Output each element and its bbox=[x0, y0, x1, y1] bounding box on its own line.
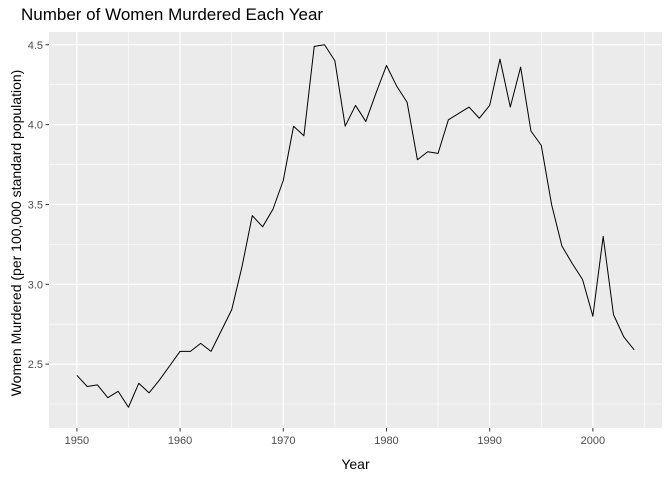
y-tick-label: 4.5 bbox=[28, 40, 43, 52]
data-point bbox=[633, 348, 636, 351]
data-point bbox=[199, 342, 202, 345]
data-point bbox=[406, 101, 409, 104]
x-tick-label: 1990 bbox=[477, 435, 501, 447]
x-tick-label: 2000 bbox=[581, 435, 605, 447]
data-point bbox=[488, 104, 491, 107]
data-point bbox=[271, 208, 274, 211]
data-point bbox=[292, 125, 295, 128]
data-point bbox=[385, 64, 388, 67]
data-point bbox=[457, 112, 460, 115]
data-point bbox=[251, 214, 254, 217]
data-point bbox=[127, 406, 130, 409]
x-tick-label: 1980 bbox=[374, 435, 398, 447]
y-tick-label: 3.5 bbox=[28, 199, 43, 211]
y-axis-label: Women Murdered (per 100,000 standard pop… bbox=[8, 70, 24, 397]
data-point bbox=[571, 262, 574, 265]
data-point bbox=[416, 158, 419, 161]
data-point bbox=[509, 106, 512, 109]
x-tick-label: 1960 bbox=[168, 435, 192, 447]
data-point bbox=[375, 91, 378, 94]
data-point bbox=[158, 379, 161, 382]
data-point bbox=[612, 313, 615, 316]
data-point bbox=[220, 329, 223, 332]
data-point bbox=[261, 225, 264, 228]
x-tick-label: 1970 bbox=[271, 435, 295, 447]
data-point bbox=[529, 130, 532, 133]
x-tick-label: 1950 bbox=[65, 435, 89, 447]
data-point bbox=[137, 382, 140, 385]
data-point bbox=[426, 150, 429, 153]
data-point bbox=[540, 144, 543, 147]
y-tick-label: 4.0 bbox=[28, 120, 43, 132]
data-point bbox=[333, 59, 336, 62]
data-point bbox=[168, 364, 171, 367]
data-point bbox=[468, 106, 471, 109]
data-point bbox=[117, 390, 120, 393]
data-point bbox=[560, 244, 563, 247]
data-point bbox=[179, 350, 182, 353]
data-point bbox=[282, 179, 285, 182]
x-axis-label: Year bbox=[49, 456, 662, 472]
data-point bbox=[210, 350, 213, 353]
data-point bbox=[602, 235, 605, 238]
data-point bbox=[313, 45, 316, 48]
data-point bbox=[75, 374, 78, 377]
data-point bbox=[106, 396, 109, 399]
plot-panel bbox=[49, 32, 662, 428]
data-point bbox=[302, 134, 305, 137]
data-point bbox=[230, 308, 233, 311]
data-point bbox=[354, 104, 357, 107]
y-tick-label: 2.5 bbox=[28, 359, 43, 371]
data-point bbox=[591, 315, 594, 318]
data-point bbox=[86, 385, 89, 388]
data-point bbox=[437, 152, 440, 155]
data-point bbox=[344, 125, 347, 128]
data-point bbox=[622, 335, 625, 338]
data-point bbox=[498, 58, 501, 61]
data-point bbox=[581, 278, 584, 281]
data-point bbox=[447, 118, 450, 121]
data-point bbox=[148, 391, 151, 394]
data-point bbox=[189, 350, 192, 353]
data-point bbox=[550, 203, 553, 206]
y-tick-label: 3.0 bbox=[28, 279, 43, 291]
data-point bbox=[323, 43, 326, 46]
data-point bbox=[364, 120, 367, 123]
data-point bbox=[519, 66, 522, 69]
data-point bbox=[395, 85, 398, 88]
data-point bbox=[240, 265, 243, 268]
data-point bbox=[478, 117, 481, 120]
data-point bbox=[96, 383, 99, 386]
